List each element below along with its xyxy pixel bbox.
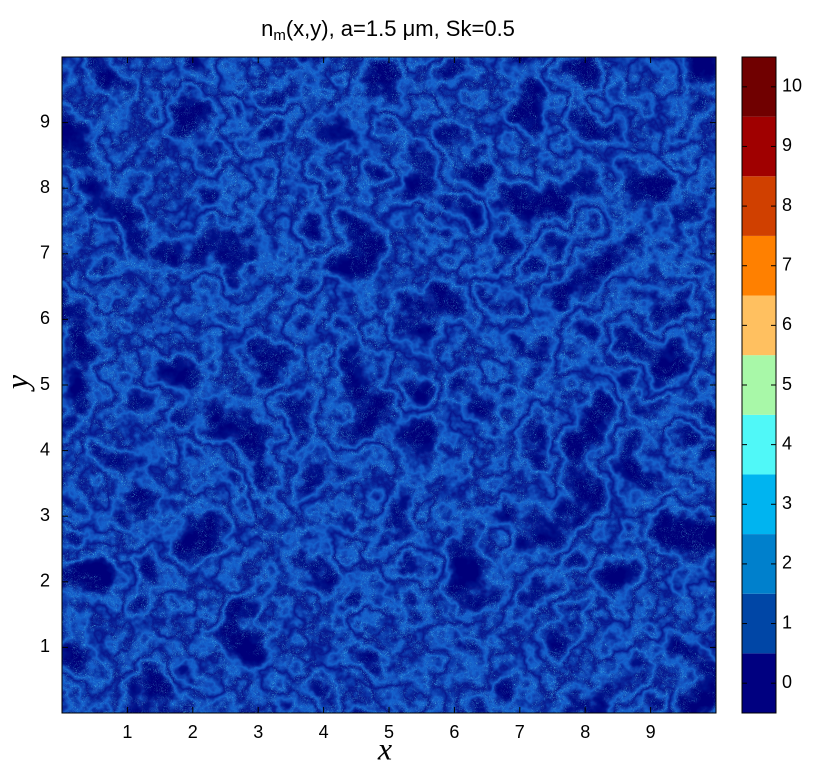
colorbar-swatch xyxy=(742,474,776,535)
y-tick-label: 6 xyxy=(40,308,50,328)
x-tick-label: 6 xyxy=(449,722,459,742)
colorbar-swatch xyxy=(742,57,776,117)
colorbar-swatch xyxy=(742,355,776,415)
colorbar-swatch xyxy=(742,593,776,654)
heatmap-field xyxy=(62,57,716,713)
title-part: (x,y), a=1.5 μm, Sk=0.5 xyxy=(286,16,515,41)
colorbar-tick-label: 10 xyxy=(782,76,802,96)
colorbar-tick-label: 5 xyxy=(782,374,792,394)
colorbar-tick-label: 4 xyxy=(782,433,792,453)
colorbar-tick-label: 9 xyxy=(782,135,792,155)
colorbar-tick-label: 7 xyxy=(782,254,792,274)
colorbar-tick-label: 3 xyxy=(782,493,792,513)
x-tick-label: 5 xyxy=(384,722,394,742)
colorbar-swatch xyxy=(742,534,776,594)
colorbar-swatch xyxy=(742,414,776,475)
y-tick-label: 7 xyxy=(40,243,50,263)
x-axis-label: x xyxy=(377,730,392,766)
x-tick-label: 1 xyxy=(122,722,132,742)
colorbar-tick-label: 1 xyxy=(782,612,792,632)
y-axis-label: y xyxy=(0,374,34,392)
colorbar-swatch xyxy=(742,235,776,296)
colorbar-tick-label: 2 xyxy=(782,553,792,573)
x-tick-label: 7 xyxy=(515,722,525,742)
colorbar-swatch xyxy=(742,176,776,236)
y-tick-label: 8 xyxy=(40,177,50,197)
x-tick-label: 2 xyxy=(188,722,198,742)
x-tick-label: 8 xyxy=(580,722,590,742)
colorbar-swatch xyxy=(742,653,776,713)
colorbar-tick-label: 0 xyxy=(782,672,792,692)
chart-title: nm(x,y), a=1.5 μm, Sk=0.5 xyxy=(261,16,515,44)
y-tick-label: 2 xyxy=(40,571,50,591)
x-tick-label: 4 xyxy=(319,722,329,742)
y-tick-label: 3 xyxy=(40,505,50,525)
title-part: n xyxy=(261,16,273,41)
title-subscript: m xyxy=(273,27,286,44)
y-tick-label: 4 xyxy=(40,439,50,459)
colorbar-swatch xyxy=(742,116,776,177)
x-tick-label: 9 xyxy=(646,722,656,742)
y-tick-label: 1 xyxy=(40,636,50,656)
y-tick-label: 9 xyxy=(40,111,50,131)
y-tick-label: 5 xyxy=(40,374,50,394)
colorbar-tick-label: 8 xyxy=(782,195,792,215)
colorbar-swatch xyxy=(742,295,776,356)
colorbar-tick-label: 6 xyxy=(782,314,792,334)
x-tick-label: 3 xyxy=(253,722,263,742)
